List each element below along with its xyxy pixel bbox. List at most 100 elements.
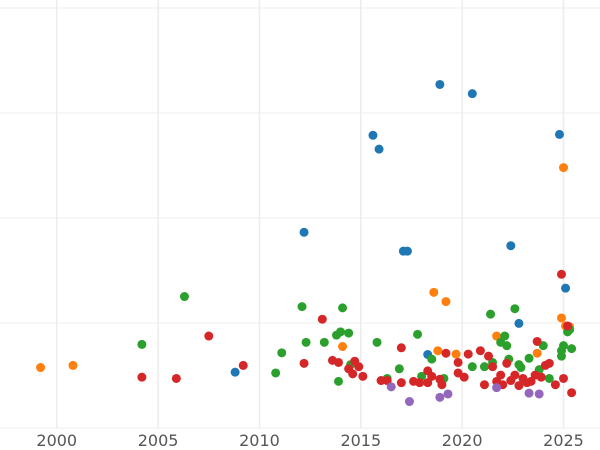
x-tick-label: 2010 [239,431,280,450]
x-tick-label: 2000 [36,431,77,450]
data-point [429,287,439,297]
data-point [297,302,307,312]
data-point [336,327,346,337]
data-point [443,389,453,399]
data-point [510,304,520,314]
x-tick-label: 2025 [543,431,584,450]
data-point [441,348,451,358]
data-point [554,129,564,139]
data-point [441,297,451,307]
data-point [559,163,569,173]
data-point [179,292,189,302]
data-point [319,337,329,347]
data-point [492,383,502,393]
data-point [338,342,348,352]
data-point [334,357,344,367]
data-point [556,313,566,323]
data-point [36,363,46,373]
data-point [567,388,577,398]
data-point [137,339,147,349]
data-point [427,354,437,364]
data-points [36,79,577,407]
data-point [402,246,412,256]
data-point [524,388,534,398]
data-point [486,309,496,319]
data-point [459,372,469,382]
data-point [467,89,477,99]
data-point [567,344,577,354]
data-point [427,371,437,381]
data-point [394,364,404,374]
x-tick-label: 2015 [340,431,381,450]
data-point [502,341,512,351]
data-point [277,348,287,358]
data-point [479,362,489,372]
data-point [559,373,569,383]
data-point [563,321,573,331]
data-point [238,360,248,370]
data-point [514,318,524,328]
data-point [484,351,494,361]
data-point [496,370,506,380]
data-point [396,378,406,388]
data-point [68,360,78,370]
data-point [374,144,384,154]
data-point [506,241,516,251]
data-point [344,328,354,338]
data-point [544,373,554,383]
data-point [299,227,309,237]
data-point [532,348,542,358]
data-point [502,358,512,368]
data-point [348,369,358,379]
data-point [435,79,445,89]
data-point [534,389,544,399]
data-point [435,392,445,402]
data-point [516,363,526,373]
data-point [475,346,485,356]
data-point [334,376,344,386]
data-point [271,368,281,378]
data-point [544,358,554,368]
series-1 [36,163,575,373]
data-point [386,382,396,392]
data-point [467,362,477,372]
data-point [396,343,406,353]
data-point [204,331,214,341]
data-point [437,380,447,390]
data-point [415,378,425,388]
data-point [413,329,423,339]
data-point [372,337,382,347]
data-point [171,373,181,383]
x-tick-label: 2020 [442,431,483,450]
x-tick-label: 2005 [138,431,179,450]
data-point [301,337,311,347]
series-3 [137,269,577,398]
series-2 [137,292,577,386]
data-point [404,397,414,407]
data-point [556,269,566,279]
data-point [536,372,546,382]
data-point [524,353,534,363]
data-point [550,380,560,390]
data-point [556,346,566,356]
data-point [137,372,147,382]
data-point [230,367,240,377]
data-point [532,336,542,346]
data-point [354,362,364,372]
data-point [433,346,443,356]
data-point [453,357,463,367]
x-axis-tick-labels: 2000 2005 2010 2015 2020 2025 [36,431,583,450]
grid [0,0,600,429]
data-point [338,303,348,313]
series-0 [230,79,571,377]
data-point [561,283,571,293]
series-4 [386,382,544,407]
data-point [514,381,524,391]
data-point [368,130,378,140]
data-point [488,362,498,372]
data-point [510,370,520,380]
data-point [358,371,368,381]
data-point [500,331,510,341]
data-point [317,314,327,324]
